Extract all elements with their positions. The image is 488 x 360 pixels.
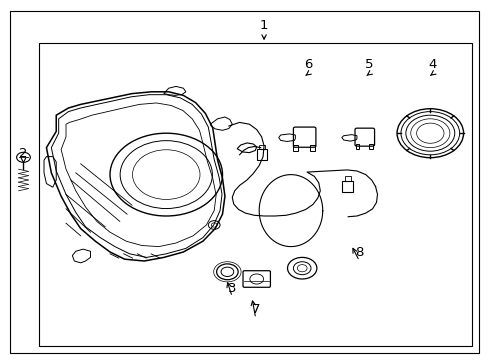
Text: 3: 3 <box>227 282 236 294</box>
Text: 4: 4 <box>427 58 436 71</box>
Bar <box>39 43 471 346</box>
Text: 6: 6 <box>303 58 312 71</box>
Text: 7: 7 <box>251 303 260 316</box>
Text: 2: 2 <box>19 147 28 159</box>
Bar <box>256 149 267 160</box>
Bar <box>344 176 350 181</box>
Bar <box>259 145 264 149</box>
Bar <box>355 144 359 149</box>
Text: 1: 1 <box>259 19 268 32</box>
Text: 5: 5 <box>364 58 373 71</box>
Bar <box>293 145 298 151</box>
Bar <box>342 181 352 192</box>
Bar <box>368 144 372 149</box>
Bar <box>309 145 314 151</box>
Text: 8: 8 <box>354 246 363 258</box>
